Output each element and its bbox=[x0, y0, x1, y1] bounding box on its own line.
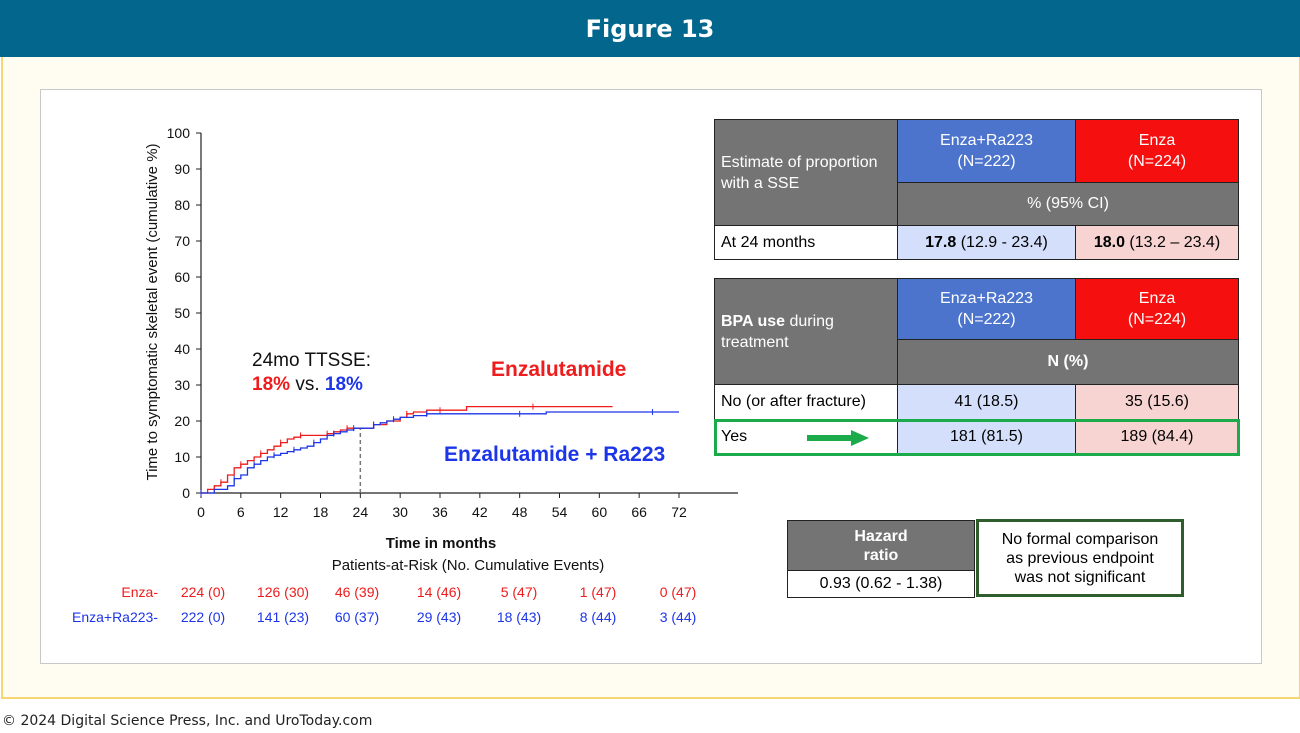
risk-cell-0-5: 1 (47) bbox=[580, 584, 617, 600]
x-tick-label-30: 30 bbox=[392, 504, 408, 520]
x-tick-label-42: 42 bbox=[472, 504, 488, 520]
y-tick-label-90: 90 bbox=[174, 161, 190, 177]
bpa-row-label-yes: Yes bbox=[714, 419, 898, 455]
annotation-line2: 18% vs. 18% bbox=[252, 374, 363, 395]
bpa-col-enza: Enza (N=224) bbox=[1075, 278, 1239, 340]
x-tick-label-0: 0 bbox=[197, 504, 205, 520]
sse-subheader: % (95% CI) bbox=[897, 182, 1239, 226]
x-tick-label-60: 60 bbox=[592, 504, 608, 520]
sse-row-header: Estimate of proportion with a SSE bbox=[714, 119, 898, 226]
y-tick-label-20: 20 bbox=[174, 413, 190, 429]
x-tick-label-72: 72 bbox=[671, 504, 687, 520]
x-tick-label-48: 48 bbox=[512, 504, 528, 520]
bpa-yes-enza-ra223: 181 (81.5) bbox=[897, 419, 1076, 455]
bpa-yes-enza: 189 (84.4) bbox=[1075, 419, 1239, 455]
arrow-right-icon bbox=[807, 430, 869, 446]
risk-cell-0-3: 14 (46) bbox=[417, 584, 461, 600]
y-tick-label-40: 40 bbox=[174, 341, 190, 357]
series-label-enzalutamide: Enzalutamide bbox=[491, 358, 626, 381]
y-tick-label-0: 0 bbox=[182, 485, 190, 501]
bpa-row-label-no: No (or after fracture) bbox=[714, 384, 898, 420]
y-tick-label-60: 60 bbox=[174, 269, 190, 285]
bpa-use-table: BPA use during treatment Enza+Ra223 (N=22… bbox=[713, 278, 1240, 456]
x-tick-label-36: 36 bbox=[432, 504, 448, 520]
sse-value-enza: 18.0 (13.2 – 23.4) bbox=[1075, 225, 1239, 260]
risk-cell-1-4: 18 (43) bbox=[497, 609, 541, 625]
y-tick-label-70: 70 bbox=[174, 233, 190, 249]
y-tick-label-30: 30 bbox=[174, 377, 190, 393]
annotation-vs-text: vs. bbox=[295, 374, 319, 395]
hazard-ratio-label: Hazard ratio bbox=[787, 520, 975, 571]
x-tick-label-54: 54 bbox=[552, 504, 568, 520]
hazard-ratio-box: Hazard ratio 0.93 (0.62 - 1.38) bbox=[787, 520, 975, 598]
chart-axes: 0 6 12 18 24 30 36 42 48 54 60 66 72 0 10 20 30 40 50 60 70 8… bbox=[167, 125, 738, 520]
risk-cell-1-2: 60 (37) bbox=[335, 609, 379, 625]
risk-cell-1-3: 29 (43) bbox=[417, 609, 461, 625]
annotation-line1: 24mo TTSSE: bbox=[252, 350, 371, 371]
risk-cell-0-1: 126 (30) bbox=[257, 584, 309, 600]
series-label-enzalutamide-ra223: Enzalutamide + Ra223 bbox=[444, 443, 665, 466]
risk-table: Enza- 224 (0) 126 (30) 46 (39) 14 (46) 5 (47)… bbox=[72, 584, 696, 625]
risk-row-label-0: Enza- bbox=[121, 584, 158, 600]
bpa-col-enza-ra223: Enza+Ra223 (N=222) bbox=[897, 278, 1076, 340]
x-tick-label-24: 24 bbox=[353, 504, 369, 520]
y-tick-label-100: 100 bbox=[167, 125, 191, 141]
bpa-row-header: BPA use during treatment bbox=[714, 278, 898, 385]
copyright-footer: © 2024 Digital Science Press, Inc. and U… bbox=[2, 713, 373, 729]
hazard-ratio-value: 0.93 (0.62 - 1.38) bbox=[787, 570, 975, 598]
bpa-no-enza: 35 (15.6) bbox=[1075, 384, 1239, 420]
x-tick-label-66: 66 bbox=[631, 504, 647, 520]
risk-cell-1-0: 222 (0) bbox=[181, 609, 225, 625]
sse-col-enza: Enza (N=224) bbox=[1075, 119, 1239, 183]
series-line-0 bbox=[201, 405, 613, 494]
y-tick-label-50: 50 bbox=[174, 305, 190, 321]
risk-cell-0-0: 224 (0) bbox=[181, 584, 225, 600]
risk-cell-1-6: 3 (44) bbox=[660, 609, 697, 625]
series-line-1 bbox=[201, 411, 679, 494]
sse-value-enza-ra223: 17.8 (12.9 - 23.4) bbox=[897, 225, 1076, 260]
sse-row-label: At 24 months bbox=[714, 225, 898, 260]
y-tick-label-80: 80 bbox=[174, 197, 190, 213]
figure-title: Figure 13 bbox=[0, 0, 1300, 57]
x-tick-label-18: 18 bbox=[313, 504, 329, 520]
y-tick-label-10: 10 bbox=[174, 449, 190, 465]
risk-row-label-1: Enza+Ra223- bbox=[72, 609, 158, 625]
bpa-subheader: N (%) bbox=[897, 339, 1239, 385]
sse-estimate-table: Estimate of proportion with a SSE Enza+R… bbox=[714, 119, 1239, 260]
x-axis-label: Time in months bbox=[386, 535, 497, 552]
annotation-blue-pct: 18% bbox=[325, 374, 363, 395]
comparison-note: No formal comparison as previous endpoint… bbox=[976, 519, 1184, 597]
bpa-no-enza-ra223: 41 (18.5) bbox=[897, 384, 1076, 420]
annotation-red-pct: 18% bbox=[252, 374, 290, 395]
chart-series bbox=[200, 403, 679, 496]
risk-cell-0-4: 5 (47) bbox=[501, 584, 538, 600]
risk-cell-0-6: 0 (47) bbox=[660, 584, 697, 600]
risk-cell-1-5: 8 (44) bbox=[580, 609, 617, 625]
risk-table-title: Patients-at-Risk (No. Cumulative Events) bbox=[332, 557, 605, 574]
sse-col-enza-ra223: Enza+Ra223 (N=222) bbox=[897, 119, 1076, 183]
risk-cell-1-1: 141 (23) bbox=[257, 609, 309, 625]
x-tick-label-6: 6 bbox=[237, 504, 245, 520]
y-axis-label: Time to symptomatic skeletal event (cumu… bbox=[144, 143, 161, 480]
x-tick-label-12: 12 bbox=[273, 504, 289, 520]
risk-cell-0-2: 46 (39) bbox=[335, 584, 379, 600]
